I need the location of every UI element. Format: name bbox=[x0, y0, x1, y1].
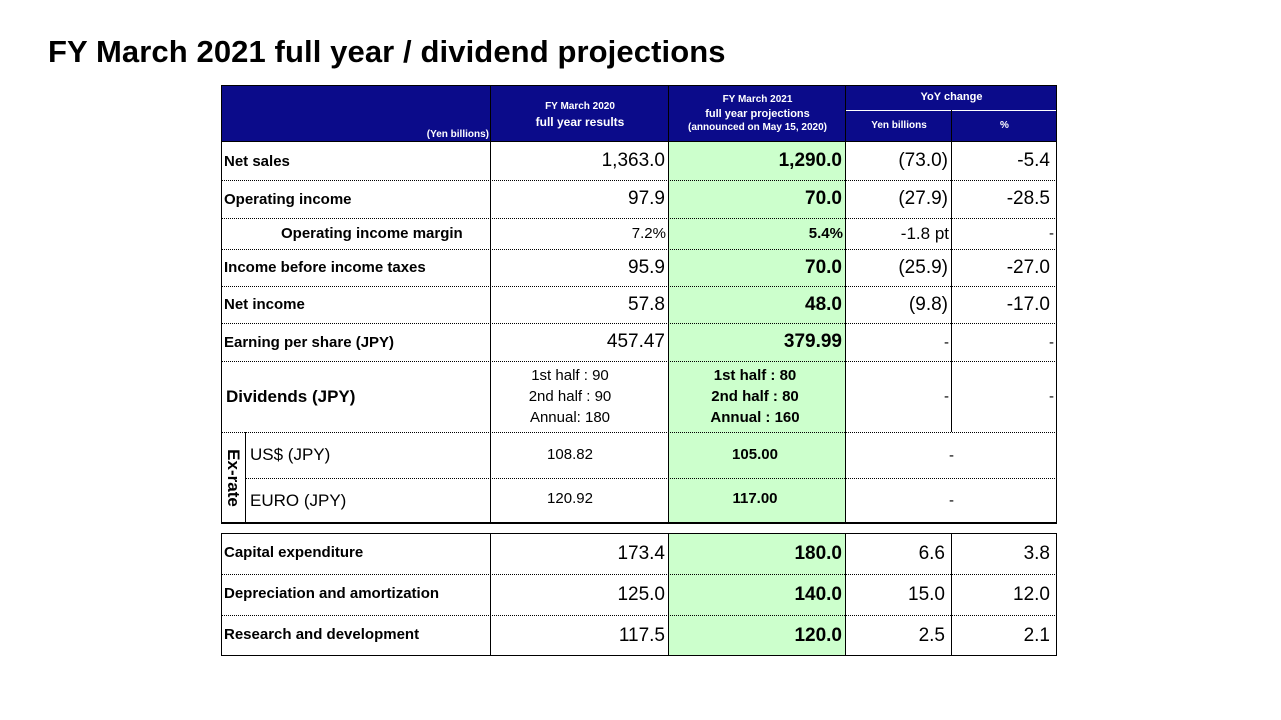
header-unit-cell: (Yen billions) bbox=[221, 85, 491, 142]
eps-fy2021: 379.99 bbox=[783, 331, 842, 352]
exrate-euro-fy2021: 117.00 bbox=[732, 490, 778, 507]
eps-fy2020: 457.47 bbox=[606, 331, 665, 352]
capex-fy2021: 180.0 bbox=[794, 542, 842, 564]
row-label-net-sales: Net sales bbox=[224, 152, 290, 170]
net-sales-yoy-yen: (73.0) bbox=[898, 150, 948, 171]
rnd-yoy-yen: 2.5 bbox=[918, 624, 945, 646]
header-fy2020: FY March 2020 full year results bbox=[491, 85, 669, 142]
row-label-rnd: Research and development bbox=[224, 626, 420, 643]
exrate-usd-yoy: - bbox=[949, 446, 954, 464]
row-label-operating-income-margin: Operating income margin bbox=[281, 225, 463, 242]
net-income-yoy-pct: -17.0 bbox=[1006, 293, 1050, 315]
dividends-fy2021: 1st half : 80 2nd half : 80 Annual : 160 bbox=[710, 367, 800, 426]
dividends-fy2020: 1st half : 90 2nd half : 90 Annual: 180 bbox=[528, 367, 612, 426]
operating-margin-fy2021: 5.4% bbox=[808, 225, 843, 242]
depreciation-fy2020: 125.0 bbox=[617, 583, 665, 605]
income-before-taxes-yoy-yen: (25.9) bbox=[898, 256, 948, 278]
header-yoy: YoY change bbox=[846, 85, 1057, 110]
capex-yoy-yen: 6.6 bbox=[918, 542, 945, 564]
income-before-taxes-fy2021: 70.0 bbox=[805, 256, 842, 278]
exrate-usd-fy2020: 108.82 bbox=[547, 445, 593, 463]
exrate-usd-fy2021: 105.00 bbox=[732, 445, 778, 463]
row-label-eps: Earning per share (JPY) bbox=[224, 333, 395, 351]
operating-income-fy2021: 70.0 bbox=[805, 188, 842, 209]
operating-margin-yoy-yen: -1.8 pt bbox=[900, 223, 949, 243]
exrate-euro-yoy: - bbox=[949, 492, 954, 509]
header-yen: Yen billions bbox=[846, 110, 952, 142]
rnd-yoy-pct: 2.1 bbox=[1023, 624, 1050, 646]
income-before-taxes-fy2020: 95.9 bbox=[628, 256, 665, 278]
capex-fy2020: 173.4 bbox=[617, 542, 665, 564]
projections-table: (Yen billions) FY March 2020 full year r… bbox=[221, 85, 1057, 656]
net-sales-fy2021: 1,290.0 bbox=[778, 150, 842, 171]
row-label-capex: Capital expenditure bbox=[224, 544, 364, 561]
net-income-fy2020: 57.8 bbox=[628, 293, 665, 315]
exrate-label: Ex-rate bbox=[224, 449, 244, 507]
operating-income-fy2020: 97.9 bbox=[628, 188, 665, 209]
net-sales-fy2020: 1,363.0 bbox=[601, 150, 665, 171]
row-label-operating-income: Operating income bbox=[224, 190, 352, 208]
page-title: FY March 2021 full year / dividend proje… bbox=[48, 34, 726, 69]
rnd-fy2021: 120.0 bbox=[794, 624, 842, 646]
row-label-net-income: Net income bbox=[224, 296, 305, 313]
dividends-yoy-pct: - bbox=[1049, 388, 1054, 405]
eps-yoy-pct: - bbox=[1049, 333, 1054, 351]
unit-label: (Yen billions) bbox=[426, 128, 489, 140]
net-income-yoy-yen: (9.8) bbox=[908, 293, 948, 315]
net-sales-yoy-pct: -5.4 bbox=[1017, 150, 1050, 171]
depreciation-fy2021: 140.0 bbox=[794, 583, 842, 605]
header-fy2021: FY March 2021 full year projections (ann… bbox=[669, 85, 846, 142]
dividends-yoy-yen: - bbox=[944, 388, 949, 405]
row-label-income-before-taxes: Income before income taxes bbox=[224, 259, 426, 276]
operating-income-yoy-yen: (27.9) bbox=[898, 188, 948, 209]
depreciation-yoy-yen: 15.0 bbox=[908, 583, 945, 605]
row-label-depreciation: Depreciation and amortization bbox=[224, 585, 440, 602]
capex-yoy-pct: 3.8 bbox=[1023, 542, 1050, 564]
net-income-fy2021: 48.0 bbox=[805, 293, 842, 315]
exrate-euro-fy2020: 120.92 bbox=[547, 490, 593, 507]
income-before-taxes-yoy-pct: -27.0 bbox=[1006, 256, 1050, 278]
row-label-dividends: Dividends (JPY) bbox=[226, 386, 356, 406]
operating-margin-fy2020: 7.2% bbox=[631, 225, 666, 242]
eps-yoy-yen: - bbox=[944, 333, 949, 351]
header-pct: % bbox=[952, 110, 1057, 142]
operating-margin-yoy-pct: - bbox=[1049, 225, 1054, 242]
exrate-usd-label: US$ (JPY) bbox=[250, 445, 331, 464]
operating-income-yoy-pct: -28.5 bbox=[1006, 188, 1050, 209]
exrate-euro-label: EURO (JPY) bbox=[250, 490, 347, 510]
depreciation-yoy-pct: 12.0 bbox=[1013, 583, 1050, 605]
rnd-fy2020: 117.5 bbox=[618, 624, 665, 646]
